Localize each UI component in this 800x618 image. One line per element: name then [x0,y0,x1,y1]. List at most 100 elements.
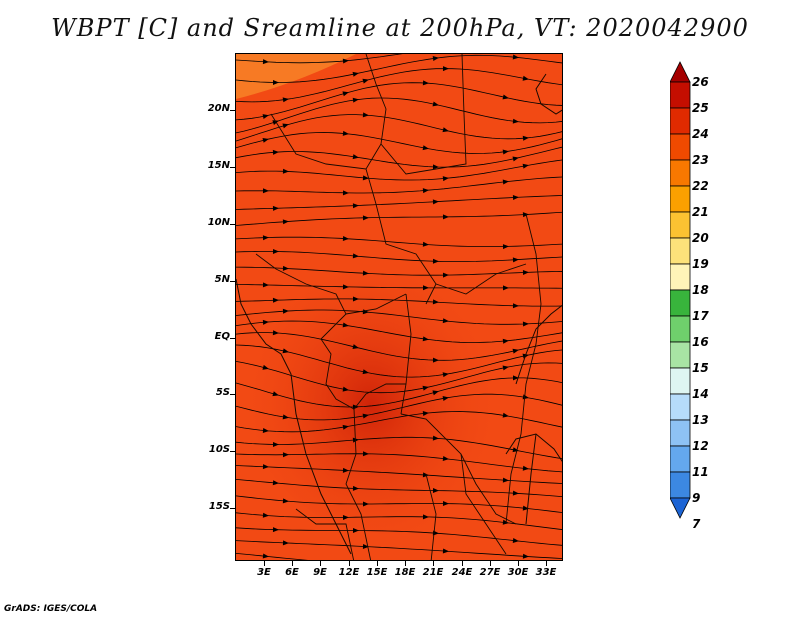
streamline-arrow [362,413,369,419]
lat-tick [230,451,235,452]
streamline-arrow [512,375,519,381]
streamline-arrow [432,357,439,363]
streamline-arrow [272,79,279,85]
streamline-arrow [432,488,439,494]
colorbar-label: 13 [692,413,709,427]
colorbar-swatch [670,445,691,473]
streamline-arrow [282,219,289,225]
lon-label-12e: 12E [338,567,360,578]
streamline-arrow [362,78,369,84]
lon-label-3e: 3E [257,567,271,578]
streamline-arrow [502,338,509,344]
streamline-arrow [282,414,289,420]
streamline [236,465,562,484]
streamline-arrow [422,285,429,291]
hot-region-central [236,194,536,534]
streamline-arrow [522,465,529,471]
lon-tick [490,561,491,566]
streamline-arrow [512,303,519,309]
streamline-arrow [522,75,529,81]
colorbar-top-arrow [670,61,691,83]
plot-title: WBPT [C] and Sreamline at 200hPa, VT: 20… [51,14,749,42]
streamline [236,298,562,307]
streamline-arrow [502,149,509,155]
streamline-arrow [272,297,279,303]
colorbar-swatch [670,341,691,369]
lat-tick [230,167,235,168]
streamline-arrow [512,54,519,60]
map-panel [235,53,563,561]
lat-label-10n: 10N [207,217,230,228]
lon-label-30e: 30E [507,567,529,578]
streamline-arrow [262,59,269,65]
streamline-arrow [442,396,449,401]
colorbar-swatch [670,81,691,109]
streamline [236,393,562,421]
streamline [236,332,562,361]
lon-tick [264,561,265,566]
streamline-arrow [272,248,279,254]
lon-tick [462,561,463,566]
colorbar-swatch [670,471,691,499]
colorbar-label: 7 [692,517,701,531]
lat-tick [230,110,235,111]
colorbar-swatch [670,107,691,135]
lat-label-15s: 15S [208,501,230,512]
streamline-arrow [422,336,429,342]
streamline-arrow [352,296,359,302]
streamline-arrow [362,369,369,375]
lon-label-15e: 15E [366,567,388,578]
colorbar-label: 18 [692,283,709,297]
colorbar-label: 11 [692,465,709,479]
streamline-arrow [422,188,429,194]
streamline-arrow [502,285,509,291]
country-borders [255,54,542,560]
streamline [236,114,562,142]
lon-tick [349,561,350,566]
streamline-arrow [352,71,359,77]
lon-label-24e: 24E [451,567,473,578]
lat-label-5s: 5S [215,387,230,398]
streamline [236,82,562,121]
lon-tick [320,561,321,566]
streamline-arrow [282,348,289,354]
colorbar-swatch [670,185,691,213]
lat-tick [230,281,235,282]
lat-tick [230,338,235,339]
streamline-arrow [262,427,269,433]
colorbar-label: 22 [692,179,709,193]
streamline-arrow [442,372,449,378]
colorbar-swatch [670,211,691,239]
streamline [236,527,562,546]
streamline [236,54,562,83]
lon-tick [405,561,406,566]
streamline-arrow [352,527,359,533]
colorbar-label: 16 [692,335,709,349]
streamline [236,251,562,262]
streamline [236,211,562,226]
streamline-arrow [442,127,449,133]
streamline-arrow [282,498,289,504]
streamline [236,309,562,325]
streamline-arrow [502,412,509,418]
streamline [236,453,562,473]
streamline-arrow [342,514,349,520]
colorbar-swatch [670,133,691,161]
streamline-arrow [422,411,429,416]
colorbar-label: 25 [692,101,709,115]
streamline-arrow [432,101,439,107]
streamline-arrow [502,477,509,483]
streamline [236,146,562,168]
streamline-arrow [262,137,269,143]
streamline [236,553,309,560]
streamline-arrow [342,467,349,473]
streamline-arrow [362,270,369,276]
lon-label-6e: 6E [285,567,299,578]
streamline [236,540,562,559]
streamline [236,495,562,513]
lon-label-21e: 21E [422,567,444,578]
streamline [236,512,562,530]
streamline-arrow [442,214,449,220]
streamline-arrow [512,156,519,162]
colorbar-bottom-arrow [670,497,691,519]
